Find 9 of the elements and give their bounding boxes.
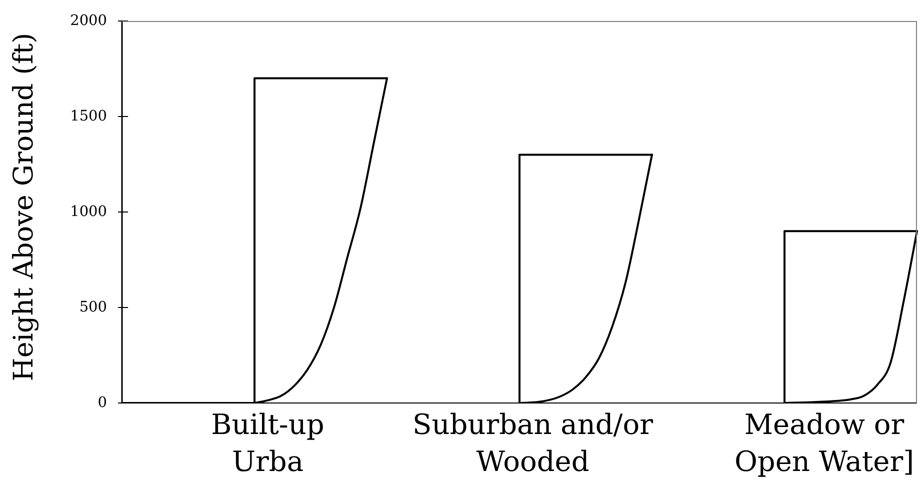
x-tick-label: Suburban and/or Wooded <box>412 408 654 478</box>
y-tick-label: 0 <box>98 395 107 411</box>
y-axis-title: Height Above Ground (ft) <box>8 32 40 382</box>
x-tick-label: Built-up Urba <box>211 408 324 478</box>
y-tick-label: 1000 <box>70 204 107 220</box>
x-tick-label: Meadow or Open Water] <box>734 408 914 478</box>
y-tick-label: 1500 <box>70 108 107 124</box>
y-tick-label: 500 <box>79 300 107 316</box>
y-tick-label: 2000 <box>70 13 107 29</box>
